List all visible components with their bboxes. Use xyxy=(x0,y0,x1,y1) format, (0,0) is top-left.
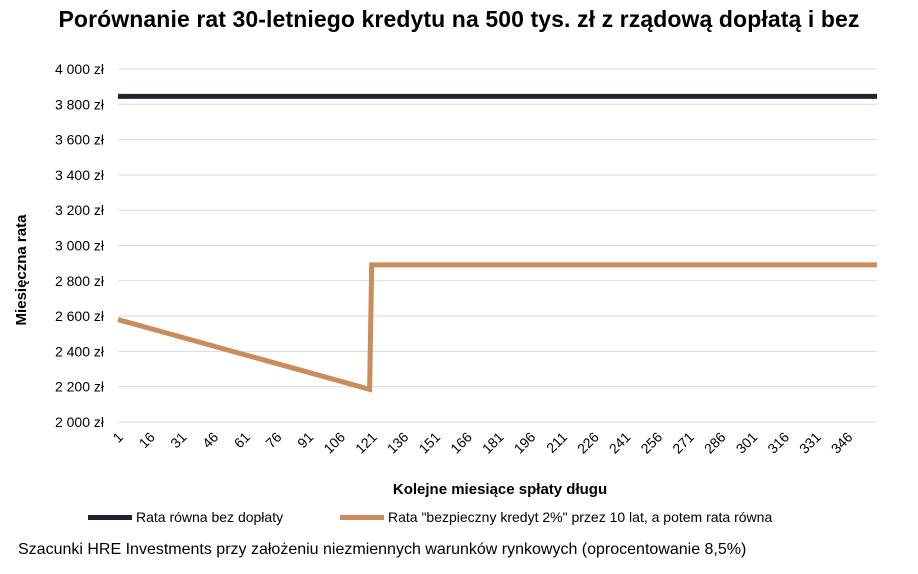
x-tick-label: 136 xyxy=(384,429,412,457)
legend-swatch-subsidy xyxy=(340,514,384,520)
x-tick-label: 226 xyxy=(574,429,602,457)
x-tick-label: 196 xyxy=(511,429,539,457)
x-tick-label: 331 xyxy=(796,429,824,457)
x-tick-label: 181 xyxy=(479,429,507,457)
x-tick-label: 346 xyxy=(828,429,856,457)
x-tick-label: 271 xyxy=(669,429,697,457)
y-tick-label: 2 600 zł xyxy=(55,308,105,324)
y-tick-label: 2 200 zł xyxy=(55,379,105,395)
x-axis-title: Kolejne miesiące spłaty długu xyxy=(393,481,607,498)
y-axis-title: Miesięczna rata xyxy=(13,214,30,326)
x-tick-label: 316 xyxy=(764,429,792,457)
y-tick-label: 2 800 zł xyxy=(55,273,105,289)
x-tick-label: 31 xyxy=(167,429,189,451)
y-tick-label: 4 000 zł xyxy=(55,61,105,77)
x-tick-label: 151 xyxy=(415,429,443,457)
x-tick-label: 91 xyxy=(294,429,316,451)
legend-label-flat: Rata równa bez dopłaty xyxy=(136,509,284,525)
y-tick-label: 3 800 zł xyxy=(55,96,105,112)
y-tick-label: 3 600 zł xyxy=(55,132,105,148)
legend-label-subsidy: Rata "bezpieczny kredyt 2%" przez 10 lat… xyxy=(388,509,773,525)
x-tick-label: 61 xyxy=(231,429,253,451)
x-tick-label: 121 xyxy=(352,429,380,457)
x-tick-label: 301 xyxy=(733,429,761,457)
x-tick-labels: 1 16 31 46 61 76 91 106 121 136 151 166 181 196 211 226… xyxy=(109,429,855,457)
x-tick-label: 286 xyxy=(701,429,729,457)
source-note: Szacunki HRE Investments przy założeniu … xyxy=(18,541,747,558)
y-tick-label: 2 400 zł xyxy=(55,343,105,359)
gridlines xyxy=(118,68,877,423)
x-tick-label: 106 xyxy=(320,429,348,457)
x-tick-label: 46 xyxy=(199,429,221,451)
x-tick-label: 241 xyxy=(606,429,634,457)
x-tick-label: 1 xyxy=(109,429,126,446)
y-tick-label: 3 400 zł xyxy=(55,167,105,183)
x-tick-label: 256 xyxy=(637,429,665,457)
y-tick-labels: 2 000 zł 2 200 zł 2 400 zł 2 600 zł 2 800 zł… xyxy=(55,61,105,430)
legend: Rata równa bez dopłaty Rata "bezpieczny … xyxy=(0,509,918,531)
y-tick-label: 2 000 zł xyxy=(55,414,105,430)
x-tick-label: 16 xyxy=(136,429,158,451)
y-tick-label: 3 200 zł xyxy=(55,202,105,218)
series-line-subsidy xyxy=(117,262,877,393)
legend-item-subsidy: Rata "bezpieczny kredyt 2%" przez 10 lat… xyxy=(340,509,772,525)
y-tick-label: 3 000 zł xyxy=(55,238,105,254)
chart-title: Porównanie rat 30-letniego kredytu na 50… xyxy=(58,6,860,32)
x-tick-label: 166 xyxy=(447,429,475,457)
legend-item-flat: Rata równa bez dopłaty xyxy=(88,509,283,525)
legend-swatch-flat xyxy=(88,514,132,520)
x-tick-label: 76 xyxy=(262,429,284,451)
x-tick-label: 211 xyxy=(543,429,570,456)
series-lines xyxy=(117,93,877,393)
